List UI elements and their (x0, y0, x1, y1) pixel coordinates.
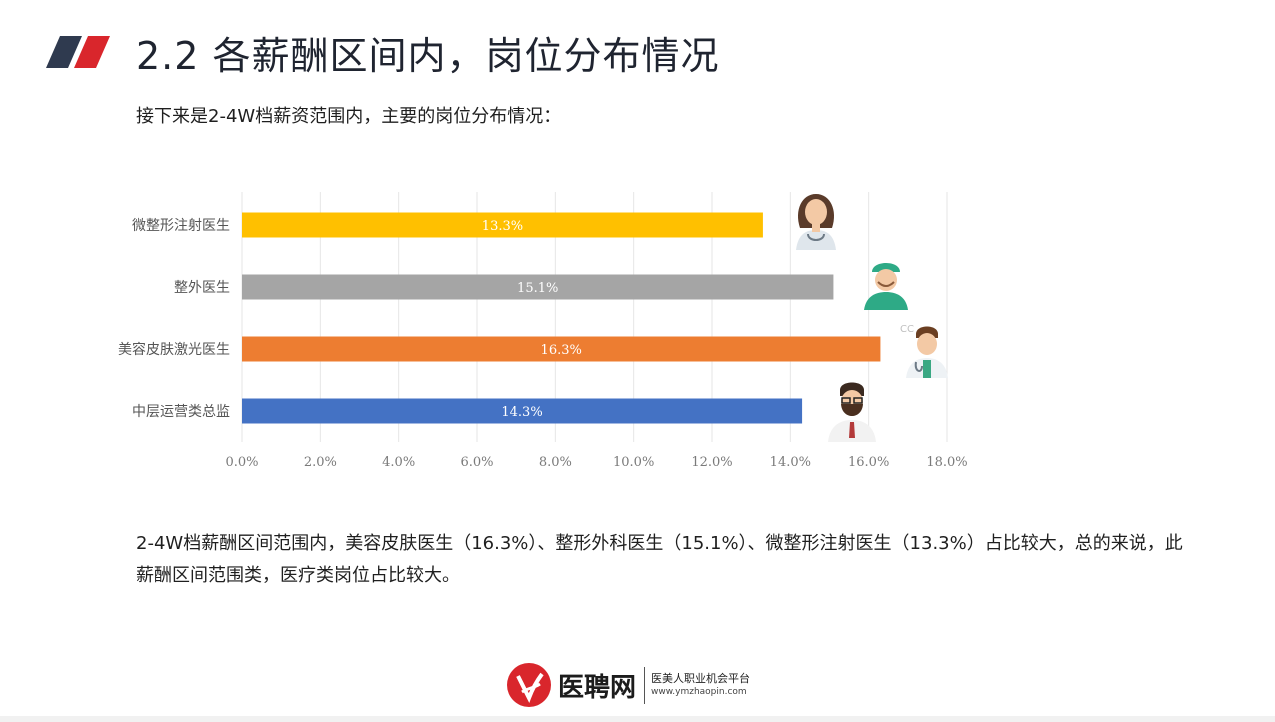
x-axis-ticks: 0.0% 2.0% 4.0% 6.0% 8.0% 10.0% 12.0% 14.0% 16.0%… (225, 455, 967, 470)
female-doctor-icon (796, 194, 836, 250)
bar (242, 398, 803, 424)
brand-name: 医聘网 (558, 666, 646, 704)
x-tick-label: 6.0% (460, 455, 493, 470)
x-tick-label: 16.0% (848, 455, 889, 470)
bottom-strip (0, 716, 1275, 722)
footer-brand: 医聘网 医美人职业机会平台 www.ymzhaopin.com (506, 660, 750, 710)
brand-slogan: 医美人职业机会平台 (651, 672, 751, 685)
bars: 13.3% 15.1% 16.3% 14.3% (242, 212, 881, 424)
x-tick-label: 4.0% (382, 455, 415, 470)
title-bar: 2.2 各薪酬区间内，岗位分布情况 (46, 24, 720, 80)
x-tick-label: 12.0% (691, 455, 732, 470)
bar (242, 336, 881, 362)
brand-url: www.ymzhaopin.com (651, 687, 747, 697)
x-tick-label: 0.0% (225, 455, 258, 470)
bar-value-label: 14.3% (501, 405, 542, 420)
category-label: 美容皮肤激光医生 (118, 341, 230, 358)
category-label: 整外医生 (174, 280, 230, 296)
male-doctor-icon: CC (900, 324, 948, 378)
page-title: 2.2 各薪酬区间内，岗位分布情况 (136, 33, 720, 78)
bar-value-label: 13.3% (482, 219, 523, 234)
x-tick-label: 18.0% (926, 455, 967, 470)
bar-value-label: 16.3% (541, 343, 582, 358)
brand-meta: 医美人职业机会平台 www.ymzhaopin.com (651, 672, 750, 698)
category-label: 中层运营类总监 (132, 404, 230, 420)
bar (242, 212, 763, 238)
x-tick-label: 2.0% (304, 455, 337, 470)
avatar-icons: CC (796, 194, 948, 442)
intro-text: 接下来是2-4W档薪资范围内，主要的岗位分布情况： (136, 106, 562, 127)
slash-logo-icon (46, 36, 110, 68)
x-tick-label: 10.0% (613, 455, 654, 470)
x-tick-label: 8.0% (539, 455, 572, 470)
bearded-executive-icon (828, 382, 876, 442)
bar (242, 274, 834, 300)
x-tick-label: 14.0% (770, 455, 811, 470)
surgeon-icon (864, 263, 908, 310)
summary-text: 2-4W档薪酬区间范围内，美容皮肤医生（16.3%）、整形外科医生（15.1%）… (136, 533, 1183, 586)
category-label: 微整形注射医生 (132, 218, 230, 234)
svg-text:CC: CC (900, 324, 914, 335)
bar-value-label: 15.1% (517, 281, 558, 296)
bar-chart: 13.3% 15.1% 16.3% 14.3% 微整形注射医生整外医生美容皮肤激光医生… (118, 192, 968, 470)
brand-logo-icon (507, 663, 551, 707)
